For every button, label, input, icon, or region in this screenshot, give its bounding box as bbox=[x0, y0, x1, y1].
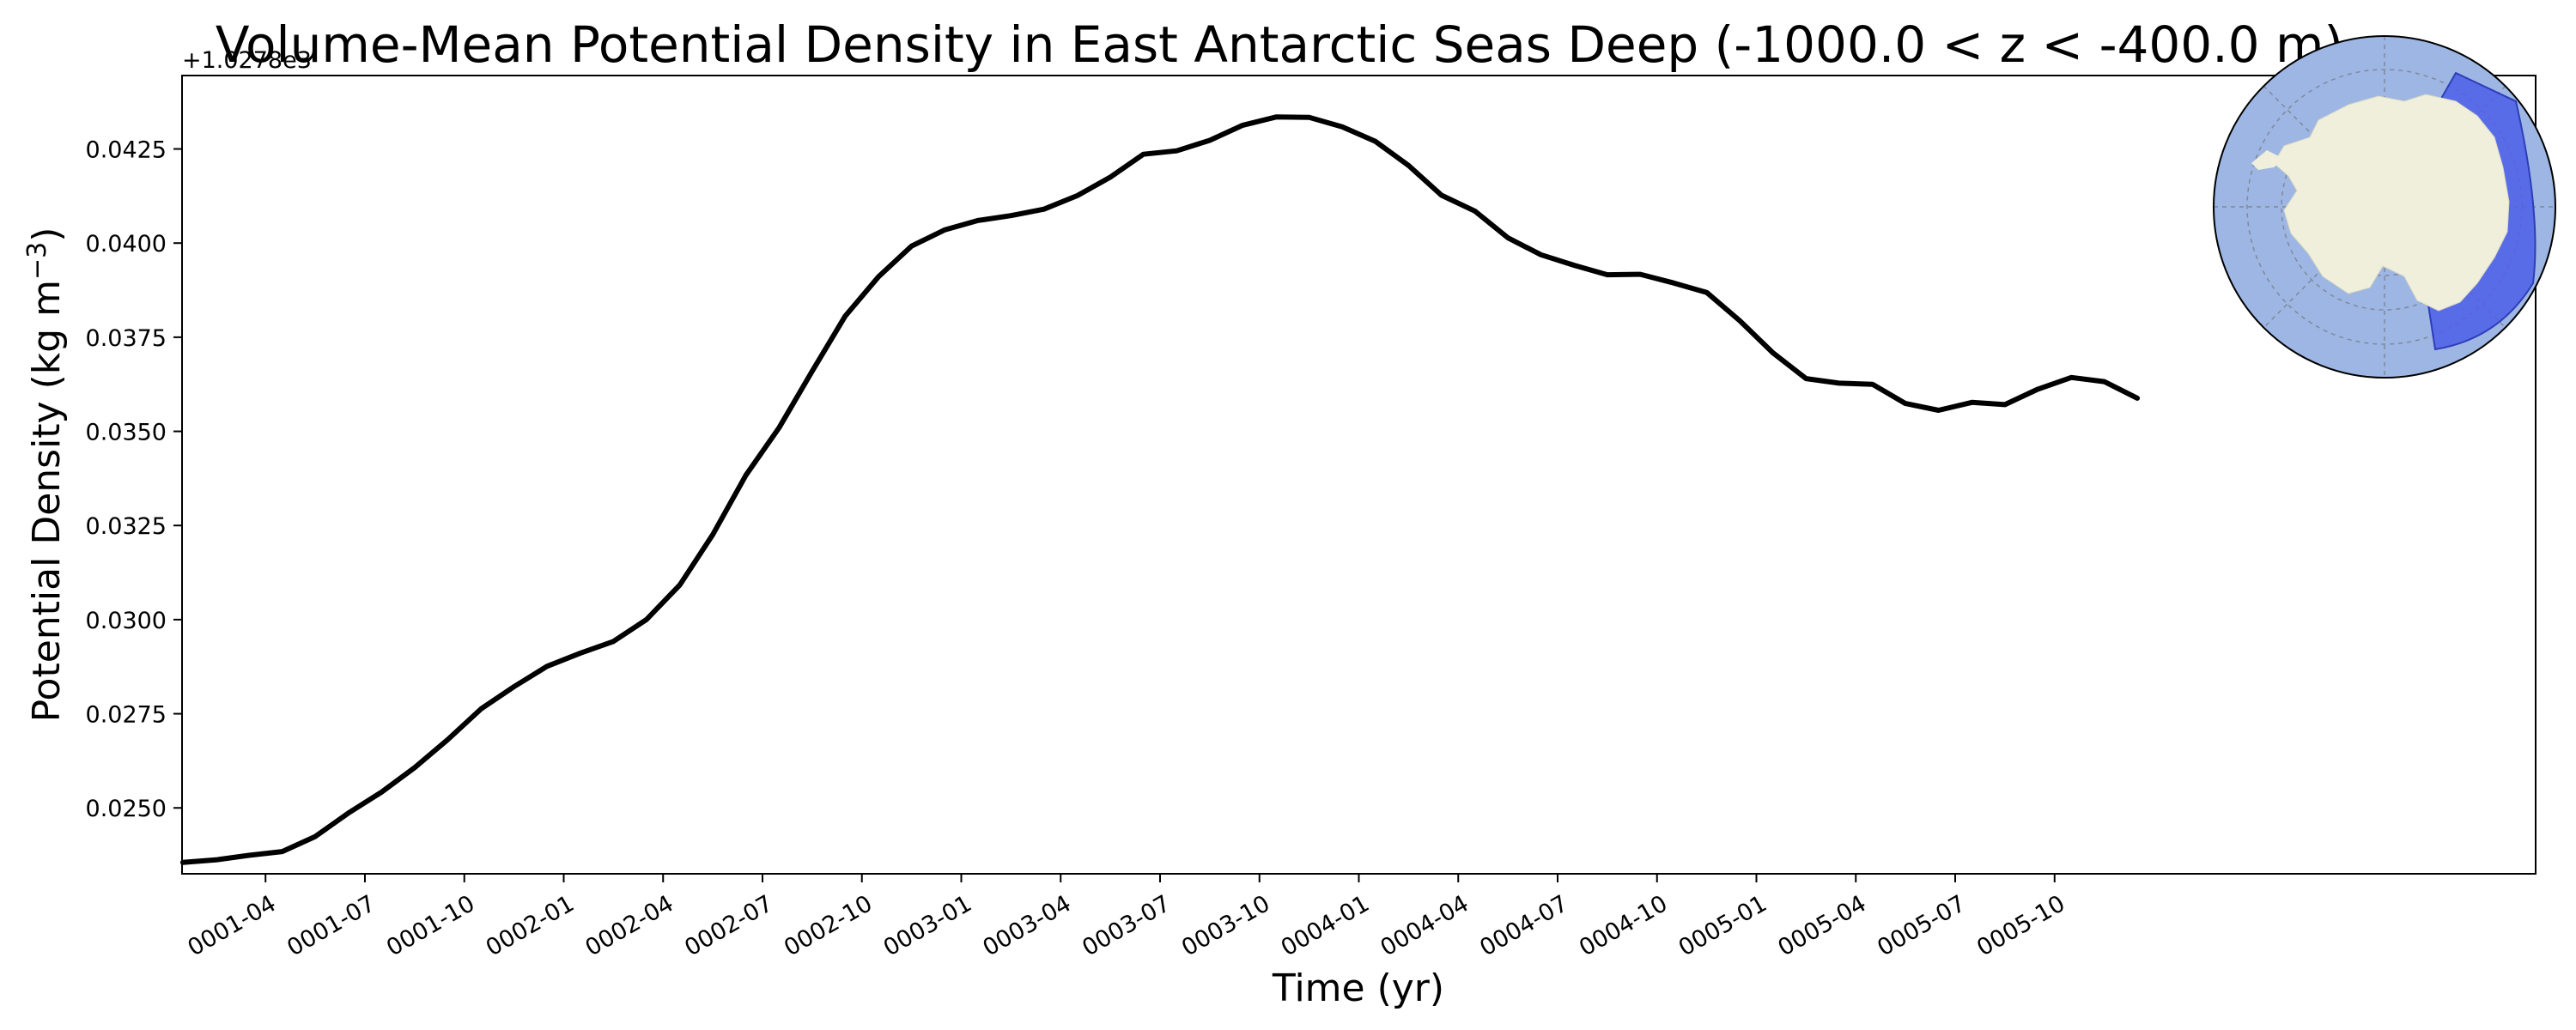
y-tick-label: 0.0275 bbox=[86, 702, 167, 729]
y-axis-label-close: ) bbox=[25, 227, 69, 242]
y-tick-label: 0.0400 bbox=[86, 231, 167, 258]
plot-frame bbox=[181, 75, 2537, 875]
y-tick-label: 0.0375 bbox=[86, 325, 167, 352]
antarctica-landmass bbox=[2273, 94, 2510, 312]
y-axis-label-main: Potential Density (kg m bbox=[25, 280, 69, 722]
y-tick-label: 0.0325 bbox=[86, 513, 167, 540]
y-tick-label: 0.0250 bbox=[86, 796, 167, 822]
density-series-line bbox=[179, 114, 2141, 865]
y-axis-label-exponent: −3 bbox=[22, 242, 52, 280]
y-tick-label: 0.0350 bbox=[86, 420, 167, 446]
inset-map bbox=[2213, 35, 2556, 379]
y-offset-label: +1.0278e3 bbox=[182, 47, 312, 74]
inset-map-border bbox=[2213, 35, 2556, 379]
y-axis-label: Potential Density (kg m−3) bbox=[22, 227, 69, 723]
y-axis-ticks: 0.0250 0.0275 0.0300 0.0325 0.0350 0.0375 0.04… bbox=[86, 137, 182, 822]
y-tick-label: 0.0425 bbox=[86, 137, 167, 164]
x-axis-label: Time (yr) bbox=[1272, 966, 1444, 1010]
antarctic-peninsula bbox=[2251, 150, 2284, 170]
chart-title: Volume-Mean Potential Density in East An… bbox=[216, 15, 2343, 74]
y-tick-label: 0.0300 bbox=[86, 608, 167, 634]
